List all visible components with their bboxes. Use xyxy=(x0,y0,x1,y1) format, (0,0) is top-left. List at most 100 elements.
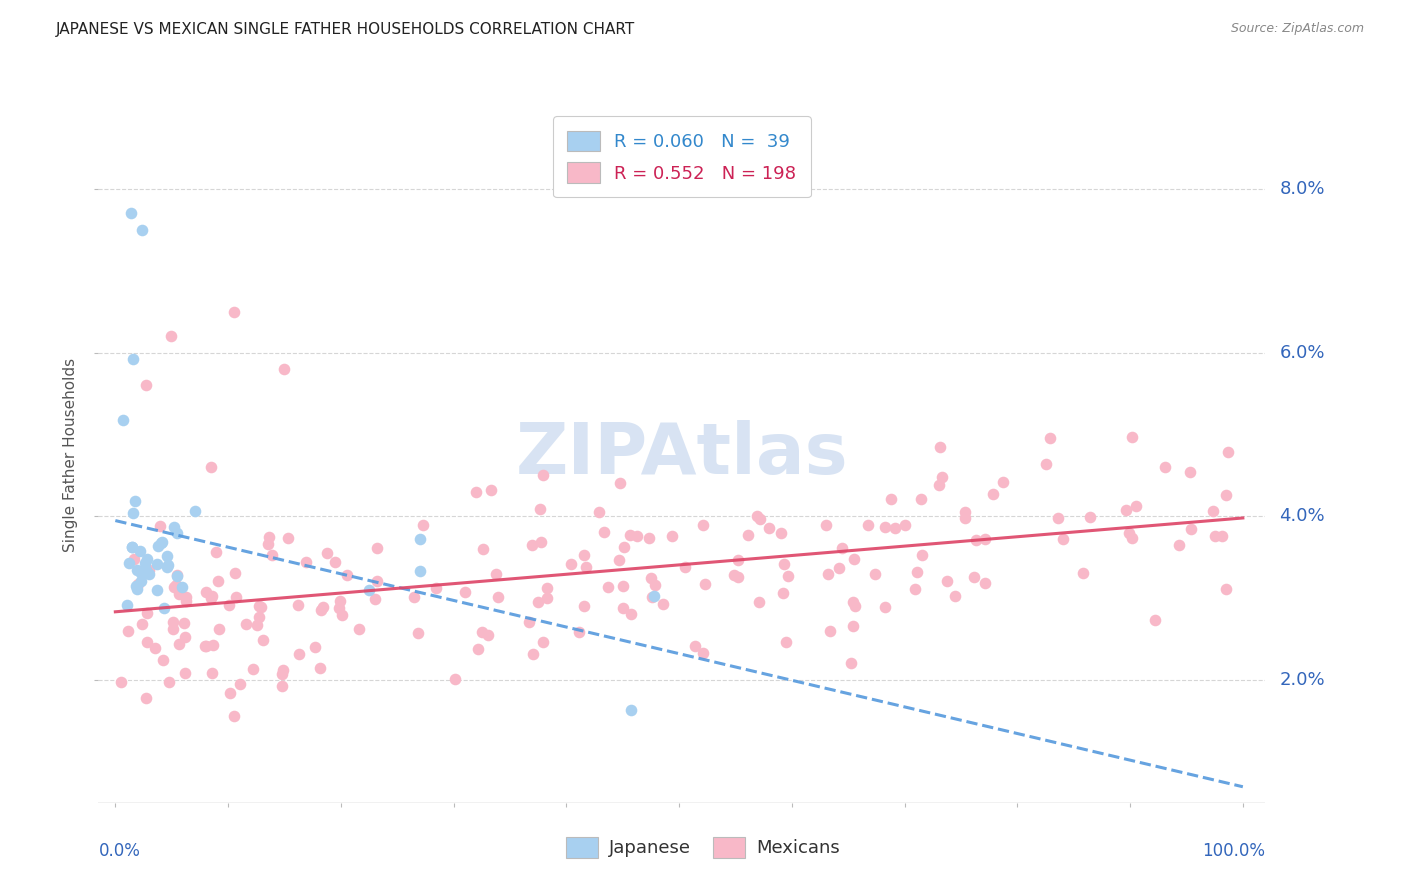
Point xyxy=(277,531,299,545)
Point xyxy=(575,560,598,574)
Point xyxy=(517,615,540,629)
Point xyxy=(127,576,149,591)
Point xyxy=(366,541,388,555)
Text: 2.0%: 2.0% xyxy=(1279,671,1324,689)
Point xyxy=(1153,459,1175,474)
Point xyxy=(162,580,184,594)
Y-axis label: Single Father Households: Single Father Households xyxy=(63,358,79,552)
Point xyxy=(935,574,957,588)
Point xyxy=(818,624,841,638)
Point xyxy=(598,580,620,594)
Point xyxy=(195,585,218,599)
Point xyxy=(1071,566,1094,580)
Point xyxy=(1216,444,1239,458)
Point xyxy=(1121,531,1143,545)
Point xyxy=(641,590,664,604)
Point xyxy=(775,635,797,649)
Point xyxy=(842,619,865,633)
Point xyxy=(242,662,264,676)
Point xyxy=(1215,582,1237,596)
Point xyxy=(245,617,267,632)
Point xyxy=(224,566,246,580)
Point xyxy=(159,329,181,343)
Point xyxy=(727,553,749,567)
Text: ZIPAtlas: ZIPAtlas xyxy=(516,420,848,490)
Point xyxy=(612,600,634,615)
Point xyxy=(1204,528,1226,542)
Point xyxy=(143,641,166,656)
Point xyxy=(402,591,425,605)
Point xyxy=(357,582,380,597)
Point xyxy=(588,505,610,519)
Text: 0.0%: 0.0% xyxy=(98,842,141,860)
Point xyxy=(167,587,190,601)
Point xyxy=(1168,538,1191,552)
Point xyxy=(150,535,173,549)
Point xyxy=(162,615,184,630)
Text: Source: ZipAtlas.com: Source: ZipAtlas.com xyxy=(1230,22,1364,36)
Point xyxy=(173,616,195,631)
Point xyxy=(905,565,928,579)
Point xyxy=(311,603,333,617)
Point xyxy=(138,566,160,581)
Point xyxy=(136,635,159,649)
Point xyxy=(252,633,274,648)
Point xyxy=(965,533,987,547)
Point xyxy=(637,531,659,545)
Point xyxy=(125,579,148,593)
Point xyxy=(745,509,768,524)
Point xyxy=(204,545,226,559)
Point xyxy=(121,540,143,554)
Legend: Japanese, Mexicans: Japanese, Mexicans xyxy=(557,828,849,867)
Point xyxy=(1143,613,1166,627)
Point xyxy=(165,578,187,592)
Point xyxy=(135,690,157,705)
Point xyxy=(486,590,509,604)
Point xyxy=(224,304,246,318)
Point xyxy=(574,599,596,614)
Point xyxy=(162,622,184,636)
Point xyxy=(844,599,866,614)
Point xyxy=(839,656,862,670)
Point xyxy=(169,580,191,594)
Point xyxy=(247,599,270,613)
Point xyxy=(873,599,896,614)
Point xyxy=(328,600,350,615)
Point xyxy=(166,569,188,583)
Point xyxy=(536,581,558,595)
Point xyxy=(174,590,197,604)
Point xyxy=(1118,525,1140,540)
Point xyxy=(973,532,995,546)
Point xyxy=(111,412,134,426)
Point xyxy=(323,555,346,569)
Point xyxy=(693,576,716,591)
Point xyxy=(247,609,270,624)
Point xyxy=(131,616,153,631)
Point xyxy=(931,470,953,484)
Point xyxy=(527,595,550,609)
Point xyxy=(894,517,917,532)
Point xyxy=(1039,430,1062,444)
Point xyxy=(991,475,1014,490)
Point xyxy=(117,624,139,639)
Point xyxy=(973,576,995,591)
Point xyxy=(883,521,905,535)
Point xyxy=(928,478,950,492)
Point xyxy=(156,559,179,574)
Point xyxy=(880,492,903,507)
Point xyxy=(270,679,292,693)
Point xyxy=(200,459,222,474)
Text: 6.0%: 6.0% xyxy=(1279,343,1324,361)
Point xyxy=(152,653,174,667)
Point xyxy=(953,511,976,525)
Point xyxy=(118,557,141,571)
Point xyxy=(329,594,352,608)
Point xyxy=(531,635,554,649)
Point xyxy=(195,639,218,653)
Point xyxy=(201,590,224,604)
Text: 4.0%: 4.0% xyxy=(1279,508,1324,525)
Point xyxy=(153,600,176,615)
Point xyxy=(769,525,792,540)
Point xyxy=(125,582,148,596)
Point xyxy=(1202,504,1225,518)
